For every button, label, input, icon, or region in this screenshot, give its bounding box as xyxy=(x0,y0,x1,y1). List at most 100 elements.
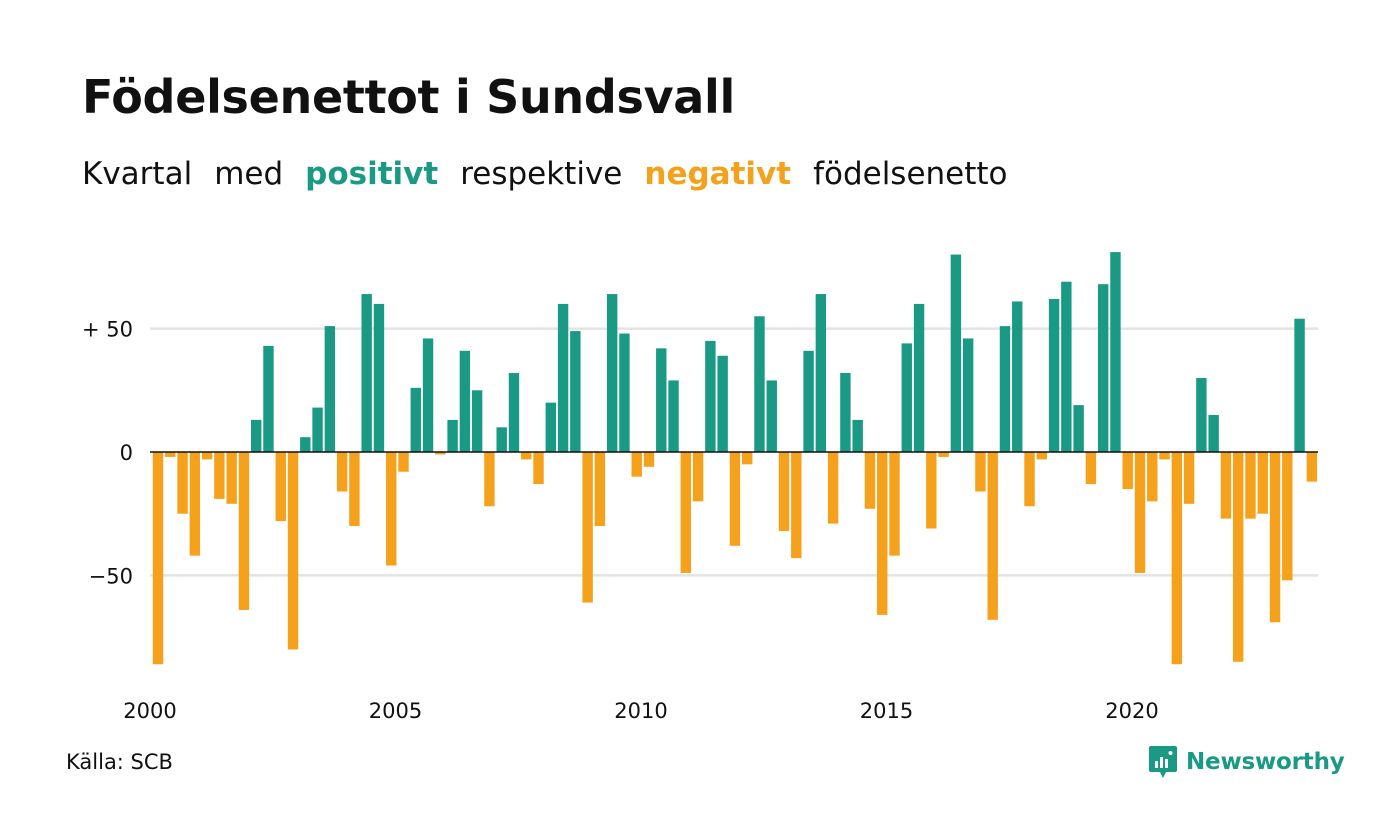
bar xyxy=(398,452,409,472)
bar xyxy=(275,452,286,522)
x-tick-label: 2000 xyxy=(123,699,176,723)
bar xyxy=(484,452,495,507)
bar xyxy=(987,452,998,620)
bar xyxy=(545,402,556,452)
bar xyxy=(1159,452,1170,460)
brand-name: Newsworthy xyxy=(1186,749,1345,775)
bar xyxy=(680,452,692,573)
bar xyxy=(201,452,213,460)
bar xyxy=(1048,298,1060,452)
bar xyxy=(287,452,299,650)
bar xyxy=(901,343,912,452)
bar xyxy=(582,452,593,603)
bar xyxy=(422,338,434,452)
bar xyxy=(1012,301,1023,452)
bar xyxy=(754,316,765,452)
subtitle-part-kvartal: Kvartal xyxy=(82,156,193,192)
bar xyxy=(999,326,1011,452)
bar xyxy=(508,373,520,452)
bar xyxy=(263,345,274,452)
bar xyxy=(913,303,925,452)
bar xyxy=(324,326,336,452)
bar xyxy=(214,452,225,499)
subtitle-part-med: med xyxy=(214,156,284,192)
x-tick-label: 2020 xyxy=(1105,699,1158,723)
bar xyxy=(742,452,753,465)
bar xyxy=(570,331,581,452)
y-tick-label: + 50 xyxy=(82,318,133,342)
bar xyxy=(1085,452,1097,485)
y-tick-label: −50 xyxy=(89,564,133,588)
bar xyxy=(1220,452,1232,519)
bar xyxy=(312,407,323,452)
bar xyxy=(827,452,839,524)
subtitle-negative-word: negativt xyxy=(644,156,792,192)
bar xyxy=(1097,284,1109,452)
bar xyxy=(877,452,888,615)
bar xyxy=(962,338,974,452)
bar xyxy=(349,452,360,527)
x-tick-label: 2010 xyxy=(614,699,667,723)
bar xyxy=(471,390,483,452)
subtitle-positive-word: positivt xyxy=(305,156,439,192)
bar xyxy=(938,452,949,457)
bar xyxy=(1294,318,1305,452)
bar xyxy=(643,452,655,467)
bar xyxy=(840,373,851,452)
bar xyxy=(1036,452,1047,460)
bar xyxy=(300,437,311,452)
bar xyxy=(815,294,827,452)
bar xyxy=(361,294,372,452)
x-tick-label: 2015 xyxy=(860,699,913,723)
bar xyxy=(1245,452,1256,519)
bar xyxy=(631,452,642,477)
bar xyxy=(1282,452,1293,581)
bar xyxy=(496,427,507,452)
bar xyxy=(729,452,741,546)
bar xyxy=(717,355,728,452)
bar xyxy=(975,452,986,492)
bar xyxy=(1061,281,1072,452)
bar xyxy=(852,419,863,452)
bar xyxy=(864,452,876,509)
bar xyxy=(1110,252,1121,452)
subtitle-part-respektive: respektive xyxy=(460,156,623,192)
bar xyxy=(619,333,630,452)
bar xyxy=(803,350,814,452)
bar xyxy=(373,303,385,452)
bar xyxy=(1024,452,1035,507)
bar xyxy=(950,254,962,452)
brand-logo: Newsworthy xyxy=(1148,744,1345,780)
bar xyxy=(1208,414,1219,452)
chart-subtitle: Kvartal med positivt respektive negativt föde… xyxy=(82,156,1030,192)
bar xyxy=(1171,452,1183,665)
bar xyxy=(1269,452,1281,623)
bar xyxy=(251,419,262,452)
bar xyxy=(521,452,532,460)
bar xyxy=(692,452,704,502)
bar xyxy=(1122,452,1133,490)
bar xyxy=(410,387,421,452)
x-tick-label: 2005 xyxy=(369,699,422,723)
bar xyxy=(459,350,471,452)
bars-layer xyxy=(152,252,1318,665)
bar xyxy=(435,452,446,455)
bar xyxy=(766,380,777,452)
bar xyxy=(1073,405,1084,452)
chart-title: Födelsenettot i Sundsvall xyxy=(82,70,735,124)
subtitle-part-fodelsenetto: födelsenetto xyxy=(813,156,1008,192)
source-note: Källa: SCB xyxy=(66,750,173,774)
bar-chart: + 50 0 −50 2000 2005 2010 2015 2020 xyxy=(82,252,1318,723)
bar xyxy=(1183,452,1195,504)
bar xyxy=(1257,452,1268,514)
bar xyxy=(926,452,937,529)
bar xyxy=(606,294,618,452)
bar xyxy=(668,380,679,452)
bar xyxy=(705,340,716,452)
grid-layer xyxy=(150,327,1318,577)
y-tick-label: 0 xyxy=(120,441,133,465)
bar xyxy=(447,419,458,452)
bar xyxy=(152,452,164,665)
bar xyxy=(1233,452,1244,662)
bar xyxy=(1306,452,1318,482)
